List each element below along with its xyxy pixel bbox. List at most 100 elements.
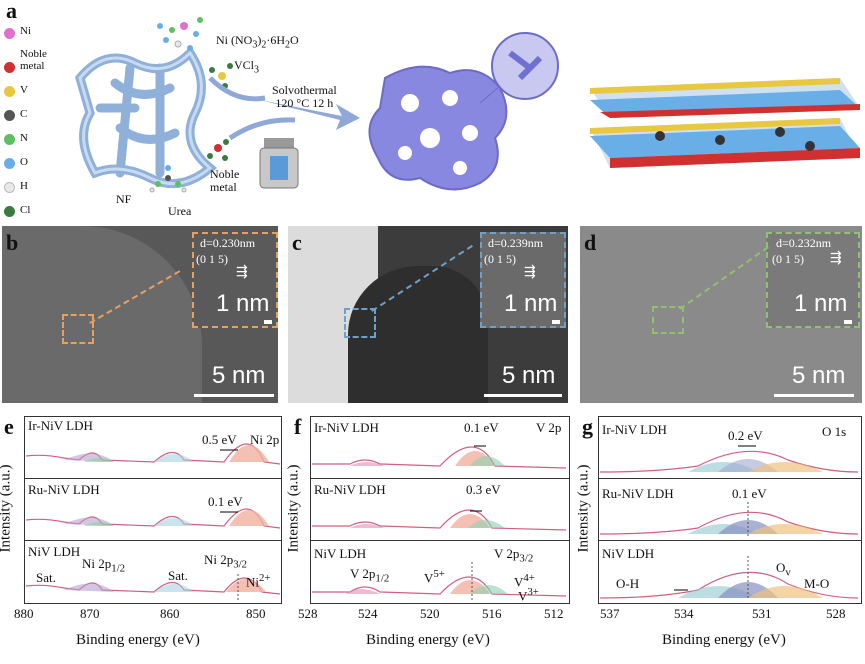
ldh-nanostructure [368, 65, 508, 191]
xlabel-g: Binding energy (eV) [662, 632, 786, 648]
noble-metal-molecule [207, 139, 229, 161]
ni-dot [4, 28, 15, 39]
row-label-ru-g: Ru-NiV LDH [602, 486, 674, 501]
v2p12-label: V 2p1/2 [350, 566, 390, 585]
synthesis-scheme [75, 17, 860, 193]
mo-label: M-O [804, 576, 830, 591]
oh-label: O-H [616, 576, 640, 591]
plane-d: (0 1 5) [772, 252, 804, 266]
row-label-niv-e: NiV LDH [28, 544, 81, 559]
noble-metal-dot [4, 62, 15, 73]
plane-b: (0 1 5) [196, 252, 228, 266]
tem-inset-d: d=0.232nm (0 1 5) ⇶ 1 nm [766, 232, 860, 328]
legend-v: V [20, 84, 28, 96]
row-label-ir-e: Ir-NiV LDH [28, 418, 93, 433]
scale-c: 5 nm [502, 362, 556, 389]
ylabel-e: Intensity (a.u.) [0, 464, 14, 553]
ylabel-f: Intensity (a.u.) [285, 464, 302, 553]
shift-ru-e: 0.1 eV [208, 494, 243, 509]
nf-label: NF [116, 192, 132, 206]
ldh-layers [590, 78, 860, 168]
arrow-icon [228, 117, 296, 141]
row-label-niv-g: NiV LDH [602, 546, 655, 561]
nickel-foam-illustration [75, 45, 218, 189]
d-spacing-d: d=0.232nm [776, 236, 832, 250]
legend-h: H [20, 180, 28, 192]
v5plus-label: V5+ [424, 568, 445, 586]
shift-ir-f: 0.1 eV [464, 420, 499, 435]
tem-roi-d [652, 306, 684, 334]
tem-roi-b [62, 314, 94, 344]
panel-label-a: a [6, 0, 17, 23]
legend-ni: Ni [20, 25, 31, 37]
lattice-arrow-icon: ⇶ [236, 265, 248, 280]
urea-molecule [149, 165, 187, 193]
condition-label: Solvothermal 120 °C 12 h [272, 83, 337, 110]
inset-scale-d: 1 nm [794, 290, 848, 317]
panel-label-b: b [6, 230, 19, 255]
row-label-ir-g: Ir-NiV LDH [602, 422, 667, 437]
v4plus-label: V4+ [514, 572, 535, 590]
panel-label-f: f [294, 414, 302, 439]
legend-noble-metal: Noble metal [20, 48, 47, 72]
row-label-ir-f: Ir-NiV LDH [314, 420, 379, 435]
lattice-arrow-icon: ⇶ [830, 251, 842, 266]
sat2-label: Sat. [168, 568, 188, 583]
v2p32-label: V 2p3/2 [494, 546, 534, 565]
panel-label-g: g [582, 414, 593, 439]
ni-nitrate-molecule [157, 17, 203, 51]
xlabel-e: Binding energy (eV) [76, 632, 200, 648]
tem-roi-c [344, 308, 376, 338]
lattice-arrow-icon: ⇶ [524, 265, 536, 280]
xlabel-f: Binding energy (eV) [366, 632, 490, 648]
element-legend: Ni Noble metal V C N O H Cl [2, 24, 62, 217]
shift-ir-e: 0.5 eV [202, 432, 237, 447]
ov-label: Ov [776, 560, 791, 579]
arrow-icon [208, 76, 266, 102]
sat1-label: Sat. [36, 570, 56, 585]
o-dot [4, 158, 15, 169]
scale-b: 5 nm [212, 362, 266, 389]
d-spacing-b: d=0.230nm [200, 236, 256, 250]
tem-inset-c: d=0.239nm (0 1 5) ⇶ 1 nm [480, 232, 566, 328]
row-label-ru-e: Ru-NiV LDH [28, 482, 100, 497]
shift-ru-f: 0.3 eV [466, 482, 501, 497]
element-g: O 1s [822, 424, 847, 439]
cl-dot [4, 206, 15, 217]
row-label-ru-f: Ru-NiV LDH [314, 482, 386, 497]
autoclave-icon [259, 138, 299, 189]
tem-image-d: d=0.232nm (0 1 5) ⇶ 1 nm 5 nm [580, 226, 862, 403]
spectrum-ir-niv-e [25, 443, 281, 465]
h-dot [4, 182, 15, 193]
ni2plus-label: Ni2+ [246, 572, 271, 590]
panel-label-d: d [584, 230, 597, 255]
reagent-ni-nitrate: Ni (NO3)2·6H2O [216, 33, 299, 51]
tem-inset-b: d=0.230nm (0 1 5) ⇶ 1 nm [192, 232, 278, 328]
legend-c: C [20, 108, 28, 120]
urea-label: Urea [168, 204, 192, 218]
ni2p32-label: Ni 2p3/2 [204, 552, 248, 571]
row-label-niv-f: NiV LDH [314, 546, 367, 561]
plane-c: (0 1 5) [484, 252, 516, 266]
inset-scale-c: 1 nm [504, 290, 558, 317]
spectrum-ru-niv-e [25, 508, 281, 529]
legend-o: O [20, 156, 28, 168]
scale-d: 5 nm [792, 362, 846, 389]
inset-scale-b: 1 nm [216, 290, 270, 317]
tem-image-b: d=0.230nm (0 1 5) ⇶ 1 nm 5 nm [2, 226, 278, 403]
v3plus-label: V3+ [518, 586, 539, 604]
element-f: V 2p [536, 420, 562, 435]
legend-cl: Cl [20, 204, 31, 216]
xps-panel-g: Ir-NiV LDH 0.2 eV O 1s Ru-NiV LDH 0.1 eV… [598, 416, 862, 604]
noble-metal-label: Noble metal [210, 167, 240, 194]
tem-image-c: d=0.239nm (0 1 5) ⇶ 1 nm 5 nm [288, 226, 568, 403]
d-spacing-c: d=0.239nm [488, 236, 544, 250]
legend-n: N [20, 132, 28, 144]
spectrum-niv-e [25, 577, 281, 595]
xps-panel-f: Ir-NiV LDH 0.1 eV V 2p Ru-NiV LDH 0.3 eV… [310, 416, 572, 604]
element-e: Ni 2p [250, 432, 280, 447]
xps-panel-e: Ir-NiV LDH 0.5 eV Ni 2p Ru-NiV LDH 0.1 e… [24, 416, 282, 604]
ylabel-g: Intensity (a.u.) [575, 464, 592, 553]
v-dot [4, 86, 15, 97]
n-dot [4, 134, 15, 145]
